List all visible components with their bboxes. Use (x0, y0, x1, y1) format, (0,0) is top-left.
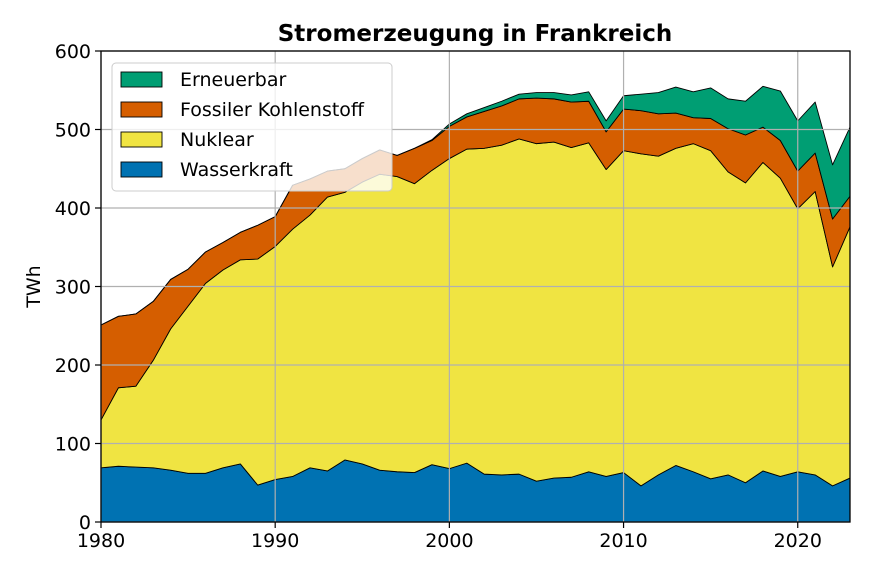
legend-swatch (120, 161, 163, 178)
legend-label: Fossiler Kohlenstoff (180, 99, 365, 121)
y-tick-label: 100 (55, 434, 91, 456)
legend-label: Erneuerbar (180, 69, 286, 91)
y-tick-label: 0 (79, 512, 91, 534)
axes-layer: 1980 1990 2000 2010 2020 0 100 200 300 400 500 600 (55, 41, 851, 552)
legend-swatch (120, 71, 163, 88)
x-tick-label: 2020 (774, 530, 822, 552)
y-tick-label: 500 (55, 120, 91, 142)
x-tick-label: 2010 (599, 530, 647, 552)
legend-box (111, 62, 393, 192)
y-axis-title: TWh (23, 265, 45, 308)
legend-swatch (120, 101, 163, 118)
x-tick-label: 2000 (425, 530, 473, 552)
y-tick-label: 300 (55, 277, 91, 299)
y-tick-label: 400 (55, 198, 91, 220)
legend: Erneuerbar Fossiler Kohlenstoff Nuklear Was… (111, 62, 393, 192)
y-tick-label: 600 (55, 41, 91, 63)
legend-label: Nuklear (180, 129, 254, 151)
x-tick-label: 1990 (251, 530, 299, 552)
y-tick-label: 200 (55, 355, 91, 377)
legend-swatch (120, 131, 163, 148)
x-tick-label: 1980 (77, 530, 125, 552)
chart-title: Stromerzeugung in Frankreich (278, 21, 673, 47)
legend-label: Wasserkraft (180, 159, 293, 181)
